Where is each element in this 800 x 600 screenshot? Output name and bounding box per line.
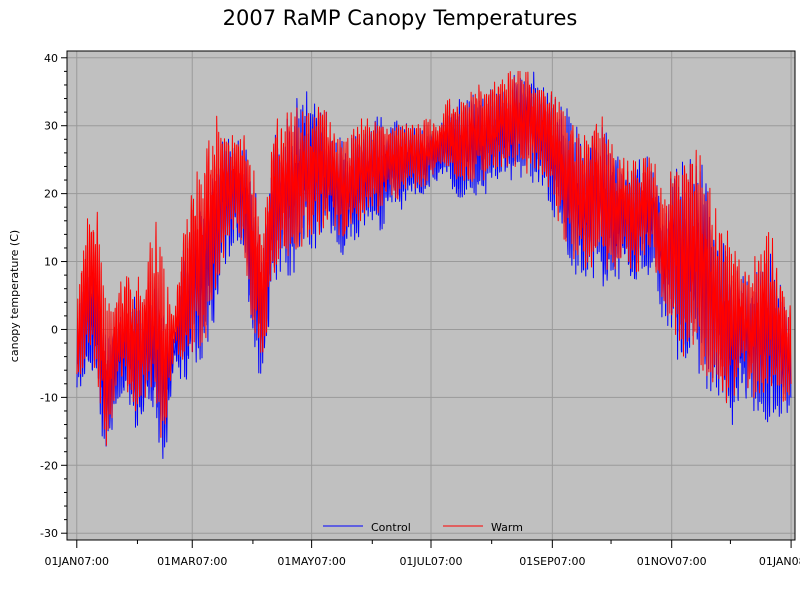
legend: Control Warm bbox=[323, 521, 523, 534]
x-tick-label: 01JUL07:00 bbox=[399, 555, 462, 568]
y-tick-label: -20 bbox=[40, 459, 58, 472]
x-tick-label: 01SEP07:00 bbox=[519, 555, 585, 568]
x-tick-label: 01JAN07:00 bbox=[45, 555, 110, 568]
x-tick-label: 01MAY07:00 bbox=[277, 555, 346, 568]
y-tick-label: 30 bbox=[44, 120, 58, 133]
series-layer bbox=[76, 70, 792, 459]
chart-title: 2007 RaMP Canopy Temperatures bbox=[223, 6, 578, 30]
y-tick-label: 0 bbox=[51, 323, 58, 336]
legend-warm-label: Warm bbox=[491, 521, 523, 534]
x-tick-label: 01JAN08:00 bbox=[759, 555, 800, 568]
y-tick-label: 20 bbox=[44, 188, 58, 201]
legend-control-label: Control bbox=[371, 521, 411, 534]
axes: -30 -20 -10 0 10 20 30 40 01JAN07:00 01MAR07:00 01… bbox=[40, 50, 800, 568]
y-axis-label: canopy temperature (C) bbox=[8, 230, 21, 362]
x-tick-label: 01NOV07:00 bbox=[637, 555, 707, 568]
y-tick-label: -30 bbox=[40, 527, 58, 540]
y-tick-label: 40 bbox=[44, 52, 58, 65]
series-line-warm bbox=[76, 70, 792, 446]
y-tick-label: -10 bbox=[40, 391, 58, 404]
plot-frame bbox=[66, 50, 796, 541]
y-tick-label: 10 bbox=[44, 256, 58, 269]
x-tick-label: 01MAR07:00 bbox=[157, 555, 227, 568]
